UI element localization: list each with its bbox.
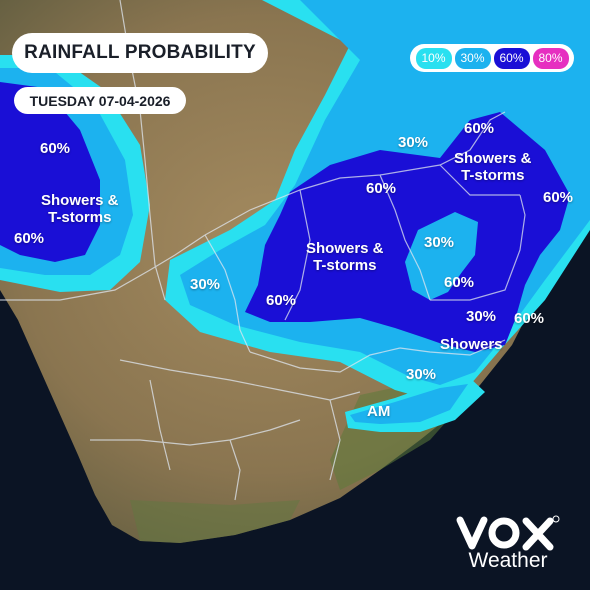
zone-30-coast <box>350 384 468 424</box>
label-west-phrase: Showers & T-storms <box>41 192 119 227</box>
vox-logo-icon <box>456 515 560 551</box>
label-east-60: 60% <box>543 189 574 206</box>
label-east-30: 30% <box>424 234 455 251</box>
zone-60-center <box>245 112 570 352</box>
label-center-60-bottom: 60% <box>266 292 297 309</box>
label-coast-30: 30% <box>406 366 437 383</box>
label-center-30: 30% <box>190 276 221 293</box>
legend-swatch-60: 60% <box>493 47 530 69</box>
label-north-30: 30% <box>398 134 429 151</box>
zone-60-west <box>0 82 100 262</box>
label-am: AM <box>367 403 391 420</box>
probability-legend: 10% 30% 60% 80% <box>410 44 574 72</box>
label-ne-60: 60% <box>464 120 495 137</box>
label-east-60-mid: 60% <box>444 274 475 291</box>
label-center-phrase: Showers & T-storms <box>306 240 384 275</box>
label-center-60-top: 60% <box>366 180 397 197</box>
map-title: RAINFALL PROBABILITY <box>12 33 268 73</box>
label-se-30: 30% <box>466 308 497 325</box>
forecast-date: TUESDAY 07-04-2026 <box>14 87 186 114</box>
green-south <box>130 500 300 543</box>
label-se-phrase: Showers <box>440 336 503 353</box>
label-se-60: 60% <box>514 310 545 327</box>
label-west-60-top: 60% <box>40 140 71 157</box>
legend-swatch-80: 80% <box>532 47 569 69</box>
label-ne-phrase: Showers & T-storms <box>454 150 532 185</box>
legend-swatch-30: 30% <box>454 47 491 69</box>
label-west-60-bottom: 60% <box>14 230 45 247</box>
logo-wordmark: Weather <box>468 549 548 572</box>
legend-swatch-10: 10% <box>415 47 452 69</box>
